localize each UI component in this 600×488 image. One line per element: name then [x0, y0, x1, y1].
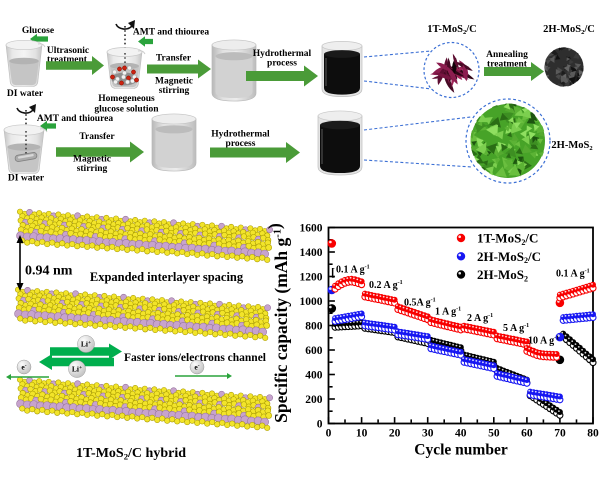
svg-text:process: process	[226, 139, 256, 149]
svg-text:30: 30	[422, 428, 434, 440]
svg-text:Homegeneous: Homegeneous	[98, 94, 155, 104]
svg-text:Faster ions/electrons channel: Faster ions/electrons channel	[124, 352, 266, 364]
svg-text:60: 60	[521, 428, 533, 440]
svg-text:200: 200	[305, 394, 323, 406]
svg-text:0.94 nm: 0.94 nm	[25, 264, 73, 279]
svg-text:2H-MoS2: 2H-MoS2	[477, 267, 528, 283]
svg-text:70: 70	[554, 428, 566, 440]
svg-text:Magnetic: Magnetic	[73, 155, 111, 165]
svg-text:80: 80	[587, 428, 599, 440]
svg-text:5 A g-1: 5 A g-1	[503, 323, 529, 334]
svg-text:1 A g-1: 1 A g-1	[435, 307, 461, 318]
svg-text:1T-MoS2/C: 1T-MoS2/C	[427, 24, 477, 36]
svg-text:Hydrothermal: Hydrothermal	[253, 49, 312, 59]
svg-text:40: 40	[455, 428, 467, 440]
svg-text:0: 0	[317, 419, 323, 431]
svg-text:0.1 A g-1: 0.1 A g-1	[336, 265, 370, 276]
svg-text:AMT and thiourea: AMT and thiourea	[37, 114, 113, 124]
svg-text:0: 0	[326, 428, 332, 440]
svg-text:DI water: DI water	[8, 174, 45, 184]
svg-text:20: 20	[389, 428, 401, 440]
svg-text:1000: 1000	[300, 296, 323, 308]
svg-text:10: 10	[356, 428, 368, 440]
svg-text:2 A g-1: 2 A g-1	[467, 313, 493, 324]
svg-text:AMT and thiourea: AMT and thiourea	[133, 28, 209, 38]
svg-text:0.5A g-1: 0.5A g-1	[404, 298, 436, 309]
svg-text:e-: e-	[21, 363, 26, 372]
svg-text:Cycle number: Cycle number	[414, 442, 508, 459]
svg-text:glucose solution: glucose solution	[94, 105, 159, 115]
svg-text:Magnetic: Magnetic	[155, 77, 193, 87]
svg-text:DI water: DI water	[7, 89, 44, 99]
svg-text:2H-MoS2: 2H-MoS2	[551, 140, 592, 152]
svg-text:[: [	[331, 265, 335, 279]
svg-text:1T-MoS2/C: 1T-MoS2/C	[477, 231, 538, 247]
svg-text:400: 400	[305, 370, 323, 382]
svg-text:process: process	[267, 59, 297, 69]
svg-text:stirring: stirring	[159, 86, 190, 96]
svg-text:1T-MoS2/C hybrid: 1T-MoS2/C hybrid	[76, 446, 186, 462]
svg-text:Li+: Li+	[72, 365, 82, 374]
svg-text:Expanded interlayer spacing: Expanded interlayer spacing	[90, 270, 244, 284]
svg-text:600: 600	[305, 345, 323, 357]
svg-text:Transfer: Transfer	[79, 132, 115, 142]
svg-text:Glucose: Glucose	[22, 26, 54, 36]
svg-text:1400: 1400	[300, 247, 323, 259]
svg-text:2H-MoS2/C: 2H-MoS2/C	[543, 24, 595, 36]
svg-text:treatment: treatment	[487, 60, 528, 70]
svg-text:Annealing: Annealing	[486, 50, 528, 60]
svg-text:stirring: stirring	[77, 164, 108, 174]
svg-text:50: 50	[488, 428, 500, 440]
svg-text:Transfer: Transfer	[156, 54, 192, 64]
svg-text:1600: 1600	[300, 223, 323, 235]
svg-text:2H-MoS2/C: 2H-MoS2/C	[477, 249, 541, 265]
svg-text:800: 800	[305, 321, 323, 333]
svg-text:Hydrothermal: Hydrothermal	[211, 130, 270, 140]
svg-text:treatment: treatment	[47, 55, 88, 65]
svg-text:1200: 1200	[300, 272, 323, 284]
svg-text:Li+: Li+	[81, 340, 91, 349]
svg-text:0.1 A g-1: 0.1 A g-1	[556, 269, 590, 280]
svg-text:10 A g-1: 10 A g-1	[528, 336, 559, 347]
svg-text:0.2 A g-1: 0.2 A g-1	[369, 280, 403, 291]
svg-text:e-: e-	[194, 363, 199, 372]
svg-text:Ultrasonic: Ultrasonic	[47, 46, 89, 56]
